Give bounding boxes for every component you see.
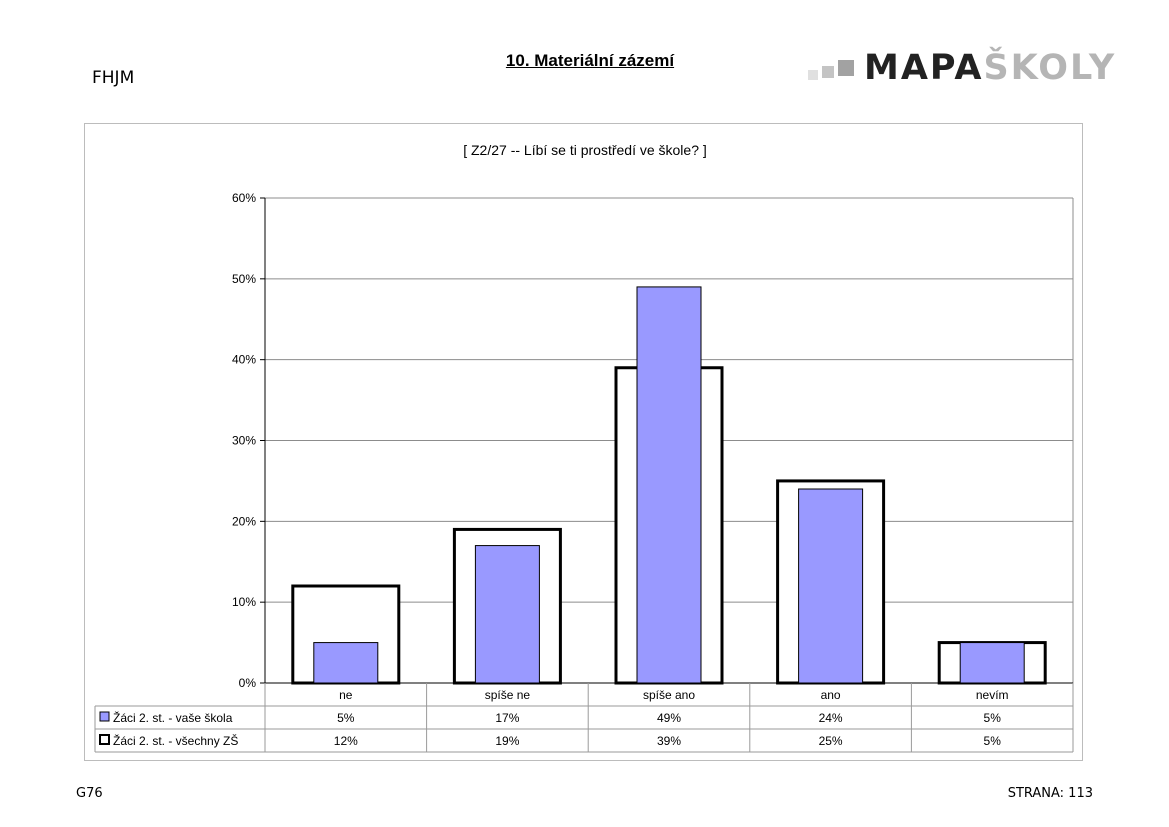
data-label-vase-skola: 49% bbox=[657, 711, 681, 725]
category-label: nevím bbox=[976, 688, 1009, 702]
logo-square-1 bbox=[808, 70, 818, 80]
bar-vase-skola bbox=[474, 545, 540, 684]
logo-square-2 bbox=[822, 66, 834, 78]
y-tick-label: 20% bbox=[232, 514, 256, 528]
school-code: FHJM bbox=[92, 68, 135, 88]
data-label-vsechny-zs: 12% bbox=[334, 734, 358, 748]
bar-vase-skola bbox=[636, 286, 702, 684]
logo-text: MAPAŠKOLY bbox=[864, 48, 1116, 88]
legend-label-vsechny-zs: Žáci 2. st. - všechny ZŠ bbox=[113, 733, 238, 748]
y-tick-label: 10% bbox=[232, 595, 256, 609]
chart-title: [ Z2/27 -- Líbí se ti prostředí ve škole… bbox=[463, 142, 707, 158]
category-label: ne bbox=[339, 688, 353, 702]
legend-key-vsechny-zs bbox=[99, 734, 110, 745]
data-label-vase-skola: 24% bbox=[819, 711, 843, 725]
bar-vase-skola bbox=[959, 642, 1025, 684]
data-label-vsechny-zs: 25% bbox=[819, 734, 843, 748]
data-label-vsechny-zs: 19% bbox=[495, 734, 519, 748]
bar-chart: [ Z2/27 -- Líbí se ti prostředí ve škole… bbox=[94, 142, 1074, 753]
data-label-vsechny-zs: 5% bbox=[984, 734, 1002, 748]
logo-square-3 bbox=[838, 60, 854, 76]
y-tick-label: 60% bbox=[232, 191, 256, 205]
page-number: STRANA: 113 bbox=[1007, 786, 1093, 801]
y-tick-label: 50% bbox=[232, 272, 256, 286]
legend-key-vase-skola bbox=[99, 711, 110, 722]
chart-frame: [ Z2/27 -- Líbí se ti prostředí ve škole… bbox=[84, 123, 1083, 761]
category-label: spíše ne bbox=[485, 688, 531, 702]
y-tick-label: 30% bbox=[232, 434, 256, 448]
legend-label-vase-skola: Žáci 2. st. - vaše škola bbox=[113, 710, 233, 725]
data-label-vase-skola: 17% bbox=[495, 711, 519, 725]
y-tick-label: 0% bbox=[239, 676, 257, 690]
data-label-vsechny-zs: 39% bbox=[657, 734, 681, 748]
category-label: spíše ano bbox=[643, 688, 695, 702]
mapa-skoly-logo: MAPAŠKOLY bbox=[808, 48, 1114, 88]
bar-vase-skola bbox=[313, 642, 379, 684]
y-tick-label: 40% bbox=[232, 353, 256, 367]
footer-code: G76 bbox=[76, 786, 103, 801]
page-title: 10. Materiální zázemí bbox=[505, 51, 675, 70]
bar-vase-skola bbox=[798, 488, 864, 684]
data-label-vase-skola: 5% bbox=[984, 711, 1002, 725]
data-label-vase-skola: 5% bbox=[337, 711, 355, 725]
logo-text-dark: MAPA bbox=[864, 48, 984, 88]
category-label: ano bbox=[821, 688, 841, 702]
logo-text-light: ŠKOLY bbox=[983, 48, 1117, 88]
